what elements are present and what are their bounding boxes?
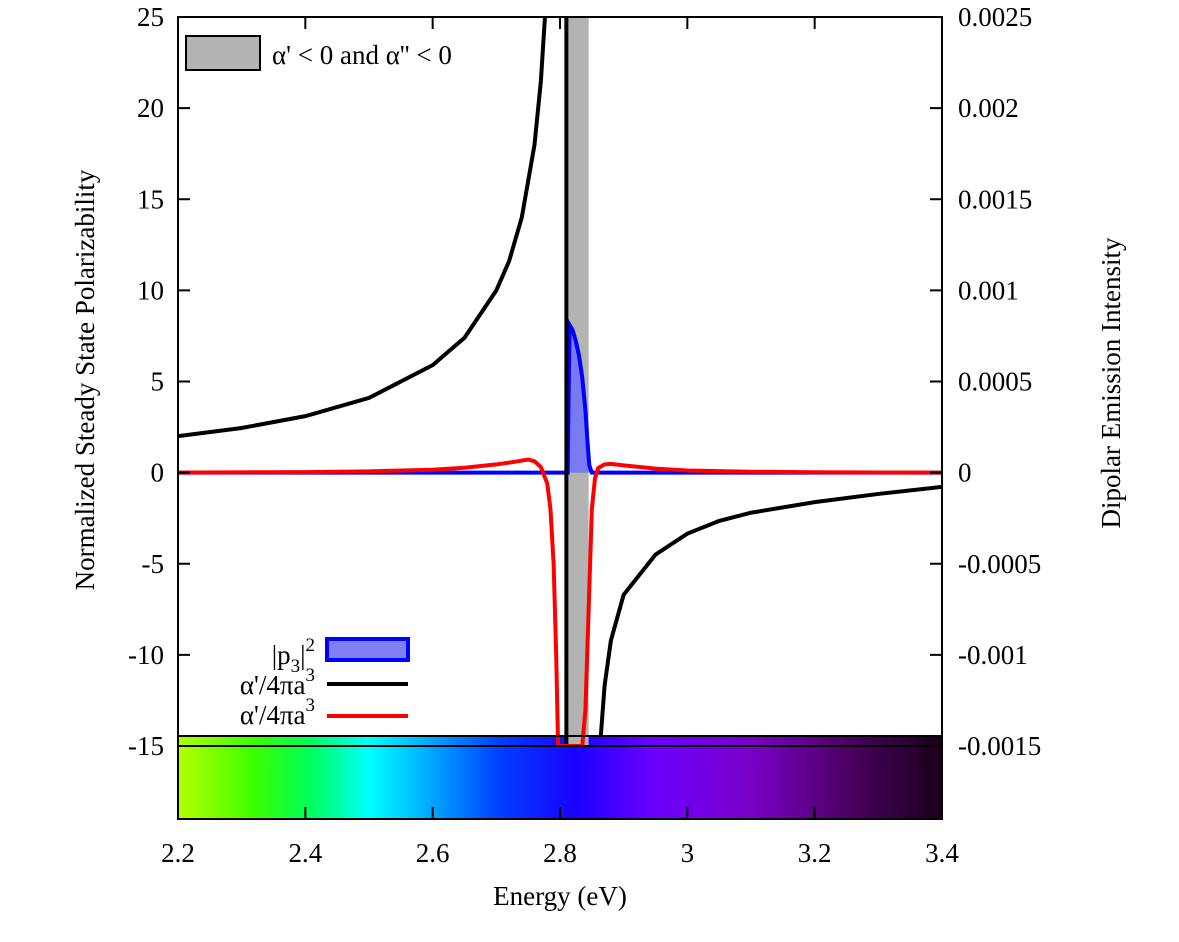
right-tick-label: 0.0025 [958, 2, 1032, 32]
right-axis-label: Dipolar Emission Intensity [1096, 237, 1126, 528]
x-axis-label: Energy (eV) [493, 881, 627, 911]
x-tick-label: 3.2 [798, 838, 832, 868]
right-tick-label: 0.001 [958, 275, 1019, 305]
x-tick-label: 2.2 [161, 838, 195, 868]
left-tick-label: 5 [151, 367, 165, 397]
series-p3-fill [178, 325, 942, 473]
legend-shaded-swatch [185, 35, 261, 71]
right-tick-label: -0.0005 [958, 549, 1041, 579]
right-tick-label: 0 [958, 458, 972, 488]
right-tick-label: -0.001 [958, 640, 1028, 670]
legend-swatch-p3 [325, 637, 410, 662]
legend-shaded-label: α' < 0 and α'' < 0 [272, 40, 452, 70]
right-tick-label: 0.0005 [958, 367, 1032, 397]
left-tick-label: 10 [137, 275, 164, 305]
left-tick-label: -10 [128, 640, 164, 670]
legend-label-alpha-double-prime: α'/4πa3 [240, 695, 315, 730]
x-axis-ticks: 2.2 2.4 2.6 2.8 3 3.2 3.4 [161, 17, 959, 868]
right-tick-label: -0.0015 [958, 731, 1041, 761]
left-tick-label: -15 [128, 731, 164, 761]
legend-shaded: α' < 0 and α'' < 0 [185, 35, 452, 71]
left-tick-label: -5 [142, 549, 165, 579]
legend-label-alpha-prime: α'/4πa3 [240, 665, 315, 700]
right-tick-label: 0.002 [958, 93, 1019, 123]
right-axis-ticks: -0.0015 -0.001 -0.0005 0 0.0005 0.001 0.0015 0.… [930, 2, 1041, 761]
series-alpha-prime-left-branch [178, 17, 547, 439]
left-tick-label: 25 [137, 2, 164, 32]
series-alpha-prime-right-branch [598, 484, 942, 738]
left-tick-label: 20 [137, 93, 164, 123]
x-tick-label: 3.4 [925, 838, 959, 868]
spectrum-strip [178, 736, 942, 819]
x-tick-label: 3 [681, 838, 695, 868]
right-tick-label: 0.0015 [958, 184, 1032, 214]
legend-series: |p3|2 α'/4πa3 α'/4πa3 [240, 635, 410, 730]
series-alpha-double-prime-line [178, 457, 942, 746]
x-tick-label: 2.8 [543, 838, 577, 868]
series-p3-line [178, 317, 942, 475]
left-tick-label: 15 [137, 184, 164, 214]
left-tick-label: 0 [151, 458, 165, 488]
x-tick-label: 2.6 [416, 838, 450, 868]
left-axis-label: Normalized Steady State Polarizability [70, 169, 100, 590]
x-tick-label: 2.4 [288, 838, 322, 868]
left-axis-ticks: -15 -10 -5 0 5 10 15 20 25 [128, 2, 190, 761]
legend-label-p3: |p3|2 [272, 635, 315, 677]
